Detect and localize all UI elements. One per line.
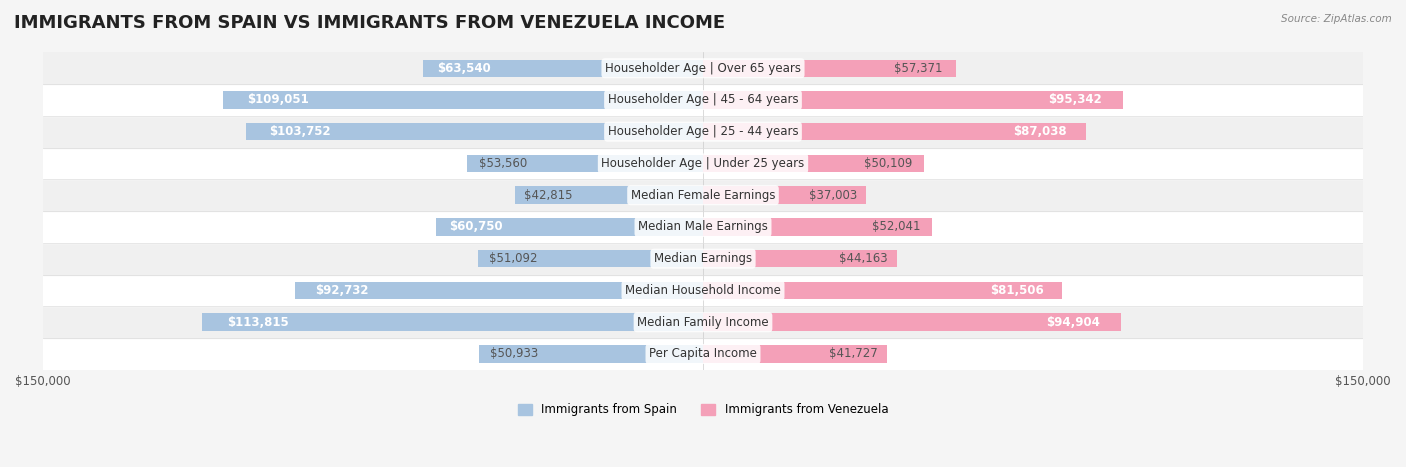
- Bar: [436, 218, 703, 236]
- Bar: [42, 275, 1364, 306]
- Text: $41,727: $41,727: [828, 347, 877, 361]
- Bar: [703, 218, 932, 236]
- Text: $109,051: $109,051: [247, 93, 309, 106]
- Text: Per Capita Income: Per Capita Income: [650, 347, 756, 361]
- Bar: [42, 148, 1364, 179]
- Text: $50,933: $50,933: [491, 347, 538, 361]
- Text: $60,750: $60,750: [449, 220, 502, 234]
- Text: Median Male Earnings: Median Male Earnings: [638, 220, 768, 234]
- Text: IMMIGRANTS FROM SPAIN VS IMMIGRANTS FROM VENEZUELA INCOME: IMMIGRANTS FROM SPAIN VS IMMIGRANTS FROM…: [14, 14, 725, 32]
- Text: $42,815: $42,815: [524, 189, 572, 202]
- Bar: [42, 179, 1364, 211]
- Text: $57,371: $57,371: [894, 62, 943, 75]
- Bar: [703, 59, 956, 77]
- Bar: [42, 116, 1364, 148]
- Text: $81,506: $81,506: [990, 284, 1043, 297]
- Bar: [423, 59, 703, 77]
- Bar: [515, 186, 703, 204]
- Bar: [42, 52, 1364, 84]
- Text: Householder Age | Over 65 years: Householder Age | Over 65 years: [605, 62, 801, 75]
- Text: $95,342: $95,342: [1047, 93, 1102, 106]
- Bar: [479, 345, 703, 363]
- Bar: [467, 155, 703, 172]
- Bar: [42, 243, 1364, 275]
- Text: Source: ZipAtlas.com: Source: ZipAtlas.com: [1281, 14, 1392, 24]
- Text: Householder Age | Under 25 years: Householder Age | Under 25 years: [602, 157, 804, 170]
- Bar: [703, 123, 1085, 141]
- Bar: [703, 186, 866, 204]
- Bar: [703, 91, 1122, 109]
- Bar: [42, 338, 1364, 370]
- Bar: [246, 123, 703, 141]
- Text: $92,732: $92,732: [315, 284, 368, 297]
- Bar: [703, 345, 887, 363]
- Text: $63,540: $63,540: [437, 62, 491, 75]
- Bar: [224, 91, 703, 109]
- Bar: [703, 313, 1121, 331]
- Bar: [42, 84, 1364, 116]
- Text: $94,904: $94,904: [1046, 316, 1099, 329]
- Bar: [42, 306, 1364, 338]
- Bar: [202, 313, 703, 331]
- Bar: [42, 211, 1364, 243]
- Text: Median Household Income: Median Household Income: [626, 284, 780, 297]
- Text: $51,092: $51,092: [489, 252, 538, 265]
- Bar: [295, 282, 703, 299]
- Bar: [703, 282, 1062, 299]
- Bar: [703, 250, 897, 268]
- Text: $50,109: $50,109: [865, 157, 912, 170]
- Text: $53,560: $53,560: [479, 157, 527, 170]
- Text: Median Earnings: Median Earnings: [654, 252, 752, 265]
- Text: Median Female Earnings: Median Female Earnings: [631, 189, 775, 202]
- Text: $103,752: $103,752: [269, 125, 330, 138]
- Text: $37,003: $37,003: [810, 189, 858, 202]
- Text: $52,041: $52,041: [872, 220, 921, 234]
- Text: Median Family Income: Median Family Income: [637, 316, 769, 329]
- Text: $44,163: $44,163: [839, 252, 887, 265]
- Legend: Immigrants from Spain, Immigrants from Venezuela: Immigrants from Spain, Immigrants from V…: [513, 399, 893, 421]
- Bar: [478, 250, 703, 268]
- Text: Householder Age | 45 - 64 years: Householder Age | 45 - 64 years: [607, 93, 799, 106]
- Text: Householder Age | 25 - 44 years: Householder Age | 25 - 44 years: [607, 125, 799, 138]
- Bar: [703, 155, 924, 172]
- Text: $87,038: $87,038: [1014, 125, 1067, 138]
- Text: $113,815: $113,815: [228, 316, 288, 329]
